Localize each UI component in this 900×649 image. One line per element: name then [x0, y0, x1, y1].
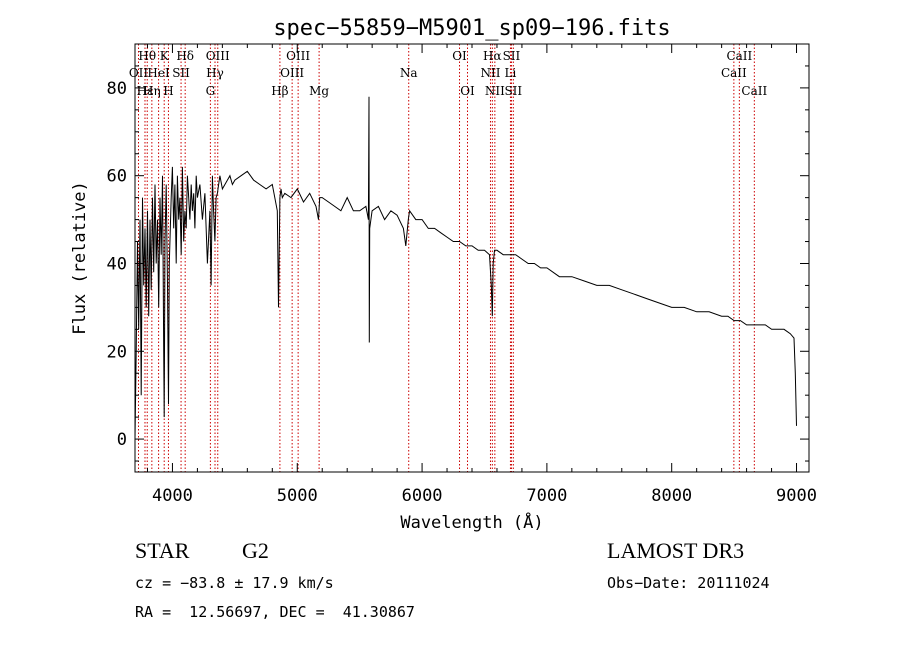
marker-label-25: CaII	[726, 49, 752, 63]
marker-label-5: K	[160, 49, 170, 63]
marker-label-6: SII	[172, 66, 190, 80]
sky-coordinates: RA = 12.56697, DEC = 41.30867	[135, 603, 415, 621]
marker-label-8: Hδ	[176, 49, 194, 63]
marker-label-20: SII	[503, 49, 521, 63]
marker-label-9: OIII	[206, 49, 230, 63]
y-tick-label-0: 0	[117, 430, 127, 450]
marker-label-11: G	[206, 84, 216, 98]
x-tick-label-9000: 9000	[776, 486, 817, 506]
x-tick-label-5000: 5000	[277, 486, 318, 506]
observation-date: Obs−Date: 20111024	[607, 574, 770, 592]
y-tick-label-20: 20	[107, 342, 127, 362]
object-subclass: G2	[242, 538, 269, 563]
marker-label-4: Hη	[143, 84, 161, 98]
marker-label-15: Mg	[309, 84, 329, 98]
survey-name: LAMOST DR3	[607, 538, 745, 563]
marker-label-14: OIII	[280, 66, 304, 80]
x-tick-label-7000: 7000	[526, 486, 567, 506]
marker-label-10: Hγ	[206, 66, 224, 80]
marker-label-22: Li	[505, 66, 517, 80]
marker-label-7: H	[163, 84, 173, 98]
marker-label-24: SII	[504, 84, 522, 98]
chart-title: spec−55859−M5901_sp09−196.fits	[273, 16, 670, 41]
line-markers	[137, 44, 755, 472]
spectrum-line	[134, 96, 797, 440]
x-tick-label-8000: 8000	[651, 486, 692, 506]
y-axis-ticks: 0 20 40 60 80	[107, 65, 809, 462]
x-tick-label-4000: 4000	[152, 486, 193, 506]
x-axis-label: Wavelength (Å)	[400, 511, 543, 533]
plot-frame	[134, 43, 810, 473]
marker-label-18: OI	[460, 84, 475, 98]
marker-label-17: OI	[452, 49, 467, 63]
marker-label-16: Na	[400, 66, 418, 80]
marker-label-12: Hβ	[271, 84, 288, 98]
marker-label-26: CaII	[721, 66, 747, 80]
marker-label-1: OII	[129, 66, 149, 80]
marker-label-3: HeI	[147, 66, 170, 80]
marker-label-13: OIII	[286, 49, 310, 63]
marker-label-27: CaII	[741, 84, 767, 98]
y-tick-label-60: 60	[107, 167, 127, 187]
redshift-velocity: cz = −83.8 ± 17.9 km/s	[135, 574, 334, 592]
object-class: STAR	[135, 538, 190, 563]
marker-label-19: Hα	[483, 49, 502, 63]
y-tick-label-40: 40	[107, 254, 127, 274]
marker-label-0: Hθ	[138, 49, 156, 63]
x-axis-ticks: 4000 5000 6000 7000 8000 9000	[146, 44, 817, 506]
marker-label-21: NII	[480, 66, 500, 80]
y-axis-label: Flux (relative)	[70, 181, 90, 335]
marker-label-23: NII	[485, 84, 505, 98]
y-tick-label-80: 80	[107, 79, 127, 99]
x-tick-label-6000: 6000	[402, 486, 443, 506]
